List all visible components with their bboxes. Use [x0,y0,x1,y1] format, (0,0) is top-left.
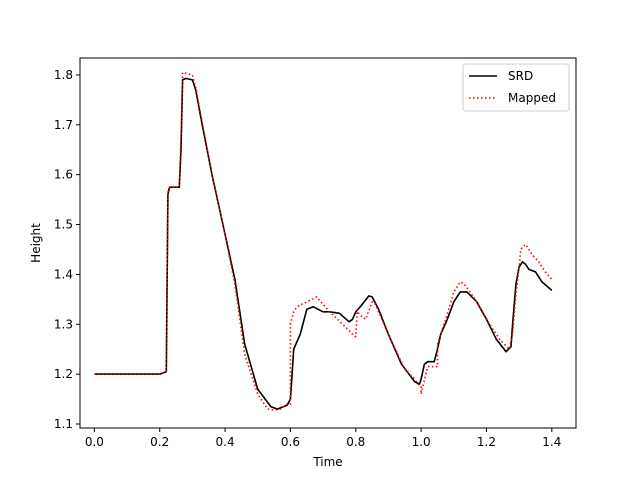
series-layer [94,71,553,411]
x-tick-label: 0.2 [150,435,169,449]
y-axis-label: Height [29,223,43,263]
legend-label-mapped: Mapped [508,91,556,105]
plot-frame [79,57,577,429]
legend-label-srd: SRD [508,69,533,83]
x-tick-label: 1.0 [412,435,431,449]
y-tick-label: 1.6 [54,168,73,182]
series-line-srd [94,77,553,410]
y-tick-label: 1.5 [54,218,73,232]
y-tick-label: 1.2 [54,367,73,381]
x-tick-label: 0.4 [216,435,235,449]
series-line-mapped [94,71,553,411]
y-axis-ticks: 1.1 1.2 1.3 1.4 1.5 1.6 1.7 1.8 [54,68,80,431]
x-tick-label: 0.8 [346,435,365,449]
x-tick-label: 0.0 [85,435,104,449]
y-tick-label: 1.8 [54,68,73,82]
legend: SRD Mapped [462,63,570,112]
y-tick-label: 1.1 [54,417,73,431]
x-tick-label: 0.6 [281,435,300,449]
y-tick-label: 1.3 [54,317,73,331]
y-tick-label: 1.7 [54,118,73,132]
x-tick-label: 1.2 [477,435,496,449]
y-tick-label: 1.4 [54,267,73,281]
x-tick-label: 1.4 [542,435,561,449]
x-axis-label: Time [312,455,342,469]
x-axis-ticks: 0.0 0.2 0.4 0.6 0.8 1.0 1.2 1.4 [85,428,561,449]
